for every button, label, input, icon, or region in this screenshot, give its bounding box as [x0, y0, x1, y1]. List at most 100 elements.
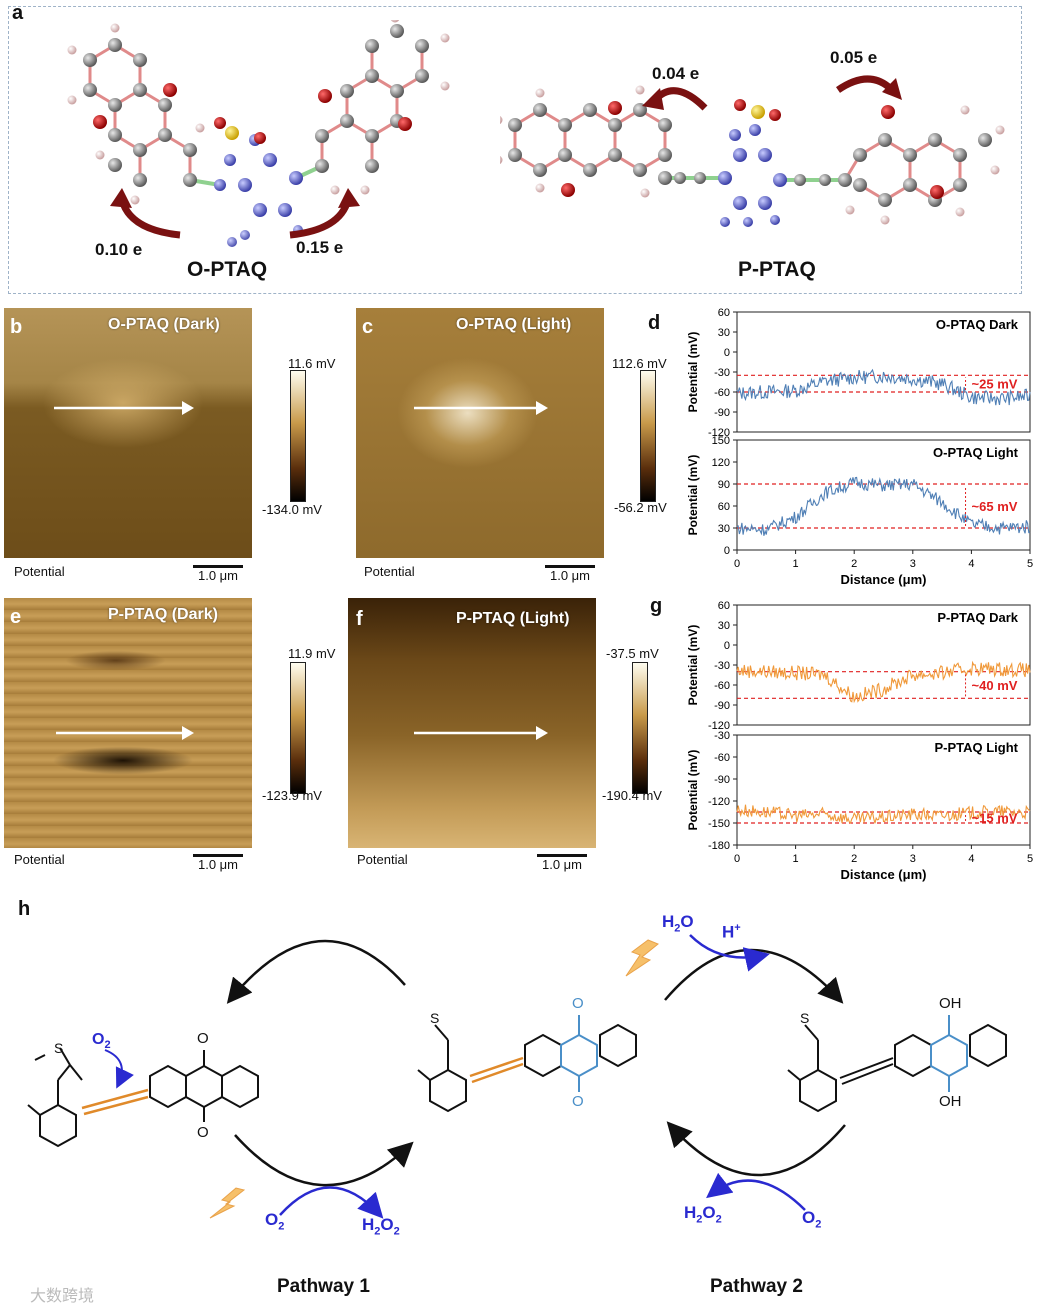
trace-g1: [736, 660, 1031, 704]
xtick-label-d2: 3: [910, 558, 916, 570]
sub: 2: [674, 922, 681, 935]
annotation-g2: ~15 mV: [972, 811, 1018, 826]
o2-arrow-p1-top: [104, 1049, 134, 1089]
ytick-label-g2: -150: [708, 818, 730, 830]
xtick-label-g2: 3: [910, 853, 916, 865]
cycle-arrow-p1-top: [226, 939, 406, 1004]
o-ptaq-name: O-PTAQ: [187, 258, 268, 281]
ytick-label-g1: -30: [714, 660, 730, 672]
colorbar-b: [290, 370, 306, 502]
xlabel-d2: Distance (μm): [841, 572, 927, 587]
ytick-label-d2: 120: [712, 457, 730, 469]
o2-arrow-p1-bottom: [279, 1186, 384, 1219]
h: H: [662, 912, 675, 931]
ytick-label-g2: -120: [708, 796, 730, 808]
plot-title-d1: O-PTAQ Dark: [936, 317, 1019, 332]
o2-o: O: [265, 1210, 279, 1229]
o2-sub: 2: [815, 1218, 822, 1231]
annotation-g1: ~40 mV: [972, 678, 1018, 693]
kpfm-b-scalebar: 1.0 μm: [193, 564, 243, 583]
xtick-label-g2: 0: [734, 853, 740, 865]
o2-sub: 2: [104, 1039, 111, 1052]
xtick-label-d2: 1: [793, 558, 799, 570]
ytick-label-d2: 60: [718, 501, 730, 513]
colorbar-c-min: -56.2 mV: [614, 500, 667, 515]
carbonyl-o-top-center: O: [572, 995, 584, 1012]
pathway-1-label: Pathway 1: [277, 1276, 370, 1297]
o2-o: O: [802, 1208, 816, 1227]
panel-label-d: d: [648, 312, 661, 334]
molecule-left: [27, 1047, 259, 1148]
h2o2-label-p2: H2O2: [684, 1203, 722, 1225]
o2-sub: 2: [278, 1220, 285, 1233]
pathway-2-label: Pathway 2: [710, 1276, 803, 1297]
o: O: [680, 912, 694, 931]
kpfm-f-caption: Potential: [357, 852, 408, 867]
kpfm-f-title: P-PTAQ (Light): [456, 610, 570, 627]
ytick-label-d1: -90: [714, 407, 730, 419]
h: H: [684, 1203, 697, 1222]
kpfm-e-scalebar: 1.0 μm: [193, 853, 243, 872]
h: H: [362, 1215, 375, 1234]
carbonyl-o-bottom-left: O: [197, 1124, 209, 1141]
watermark: 大数跨境: [30, 1288, 95, 1305]
s-atom-left: S: [54, 1040, 64, 1056]
s-atom-right: S: [800, 1010, 810, 1026]
ytick-label-d1: -120: [708, 427, 730, 439]
colorbar-c: [640, 370, 656, 502]
ytick-label-g1: -90: [714, 700, 730, 712]
trace-g2: [736, 804, 1031, 824]
ytick-label-d1: 60: [718, 307, 730, 319]
plot-title-g2: P-PTAQ Light: [934, 740, 1018, 755]
reaction-scheme: [27, 934, 1007, 1219]
ytick-label-g2: -60: [714, 752, 730, 764]
sup: +: [734, 922, 741, 934]
o-ptaq-charge-left: 0.10 e: [95, 240, 143, 259]
xtick-label-d2: 0: [734, 558, 740, 570]
p-ptaq-name: P-PTAQ: [738, 258, 816, 281]
o2-arrow-p2-bottom: [706, 1172, 806, 1211]
xtick-label-g2: 1: [793, 853, 799, 865]
kpfm-image-c: [356, 308, 604, 558]
panel-label-a: a: [12, 2, 24, 24]
sub: 2: [393, 1225, 400, 1238]
kpfm-b-caption: Potential: [14, 564, 65, 579]
kpfm-f-scale-label: 1.0 μm: [541, 857, 582, 872]
colorbar-b-max: 11.6 mV: [288, 356, 336, 371]
kpfm-e-scale-label: 1.0 μm: [197, 857, 238, 872]
kpfm-c-scalebar: 1.0 μm: [545, 564, 595, 583]
xtick-label-d2: 5: [1027, 558, 1033, 570]
ytick-label-g1: -60: [714, 680, 730, 692]
ytick-label-g1: -120: [708, 720, 730, 732]
o: O: [380, 1215, 394, 1234]
hydroxyl-bottom-right: OH: [939, 1093, 962, 1110]
ylabel-g2: Potential (mV): [686, 750, 700, 831]
kpfm-image-f: [348, 598, 596, 848]
carbonyl-o-top-left: O: [197, 1030, 209, 1047]
colorbar-c-max: 112.6 mV: [612, 356, 667, 371]
ytick-label-g1: 30: [718, 620, 730, 632]
ytick-label-g2: -180: [708, 840, 730, 852]
ylabel-d2: Potential (mV): [686, 455, 700, 536]
kpfm-c-scale-label: 1.0 μm: [549, 568, 590, 583]
trace-d2: [736, 476, 1031, 536]
ylabel-d1: Potential (mV): [686, 332, 700, 413]
xtick-label-g2: 5: [1027, 853, 1033, 865]
sub: 2: [696, 1213, 703, 1226]
p-ptaq-molecule-model: [500, 75, 1005, 227]
h2o-arrow-p2: [689, 934, 770, 972]
xtick-label-g2: 2: [851, 853, 857, 865]
lightning-icon-p2: [625, 939, 659, 977]
xlabel-g2: Distance (μm): [841, 867, 927, 882]
plot-title-d2: O-PTAQ Light: [933, 445, 1019, 460]
o2-label-p1-bottom: O2: [265, 1210, 284, 1232]
xtick-label-d2: 2: [851, 558, 857, 570]
cycle-arrow-p1-bottom: [234, 1134, 414, 1187]
hydroxyl-top-right: OH: [939, 995, 962, 1012]
ytick-label-d1: -60: [714, 387, 730, 399]
kpfm-e-caption: Potential: [14, 852, 65, 867]
trace-d1: [736, 368, 1031, 406]
plot-frame-d2: [736, 439, 1031, 551]
colorbar-f-min: -190.4 mV: [602, 788, 662, 803]
